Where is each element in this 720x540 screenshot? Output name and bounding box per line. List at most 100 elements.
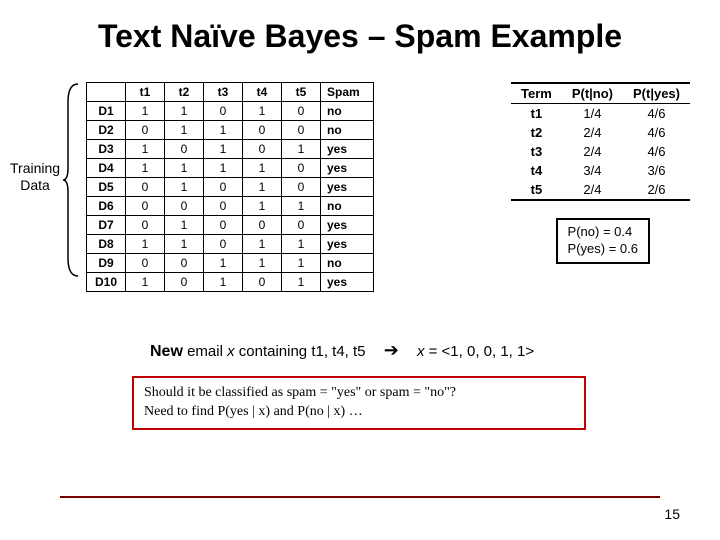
table-row: t52/42/6 [511, 180, 690, 200]
spam-cell: yes [321, 140, 374, 159]
data-cell: 0 [165, 273, 204, 292]
prob-value: 2/6 [623, 180, 690, 200]
spam-cell: yes [321, 178, 374, 197]
spam-cell: yes [321, 159, 374, 178]
data-cell: 0 [204, 235, 243, 254]
new-email-text1: email [183, 343, 227, 360]
table-row: t43/43/6 [511, 161, 690, 180]
data-cell: 0 [282, 102, 321, 121]
training-data-table: t1t2t3t4t5SpamD111010noD201100noD310101y… [86, 82, 374, 292]
prob-value: 2/4 [562, 123, 623, 142]
table-row: D811011yes [87, 235, 374, 254]
data-cell: 0 [282, 159, 321, 178]
prob-term: t3 [511, 142, 562, 161]
row-header: D9 [87, 254, 126, 273]
row-header: D4 [87, 159, 126, 178]
data-table-header: t4 [243, 83, 282, 102]
data-cell: 0 [243, 121, 282, 140]
data-cell: 1 [282, 254, 321, 273]
spam-cell: no [321, 121, 374, 140]
data-cell: 0 [204, 216, 243, 235]
data-cell: 1 [204, 121, 243, 140]
data-cell: 1 [165, 102, 204, 121]
page-number: 15 [664, 506, 680, 522]
data-cell: 1 [126, 102, 165, 121]
row-header: D2 [87, 121, 126, 140]
table-row: D201100no [87, 121, 374, 140]
data-cell: 0 [126, 216, 165, 235]
data-cell: 1 [126, 140, 165, 159]
training-label-line2: Data [20, 177, 50, 193]
table-row: D1010101yes [87, 273, 374, 292]
data-cell: 0 [243, 273, 282, 292]
prob-value: 4/6 [623, 123, 690, 142]
data-cell: 1 [282, 140, 321, 159]
prob-value: 4/6 [623, 142, 690, 161]
row-header: D6 [87, 197, 126, 216]
prior-yes: P(yes) = 0.6 [568, 241, 638, 258]
footer-rule [60, 496, 660, 498]
conditional-prob-table: TermP(t|no)P(t|yes)t11/44/6t22/44/6t32/4… [511, 82, 690, 201]
table-row: D411110yes [87, 159, 374, 178]
prob-value: 2/4 [562, 142, 623, 161]
prob-value: 1/4 [562, 104, 623, 124]
row-header: D5 [87, 178, 126, 197]
data-cell: 1 [165, 216, 204, 235]
data-cell: 1 [282, 197, 321, 216]
data-table-header: t5 [282, 83, 321, 102]
data-cell: 1 [165, 121, 204, 140]
row-header: D1 [87, 102, 126, 121]
data-cell: 1 [243, 178, 282, 197]
data-cell: 1 [243, 102, 282, 121]
data-cell: 1 [282, 273, 321, 292]
data-cell: 1 [126, 273, 165, 292]
prob-term: t2 [511, 123, 562, 142]
spam-cell: yes [321, 216, 374, 235]
data-cell: 1 [243, 235, 282, 254]
table-row: t32/44/6 [511, 142, 690, 161]
table-row: D701000yes [87, 216, 374, 235]
data-cell: 1 [165, 159, 204, 178]
question-line1: Should it be classified as spam = "yes" … [144, 384, 574, 403]
data-cell: 1 [282, 235, 321, 254]
data-cell: 1 [243, 159, 282, 178]
data-table-header: t3 [204, 83, 243, 102]
data-cell: 0 [126, 121, 165, 140]
data-table-header-spam: Spam [321, 83, 374, 102]
spam-cell: yes [321, 235, 374, 254]
prob-term: t4 [511, 161, 562, 180]
data-cell: 1 [165, 235, 204, 254]
data-cell: 1 [204, 140, 243, 159]
priors-box: P(no) = 0.4 P(yes) = 0.6 [556, 218, 650, 264]
data-cell: 0 [243, 216, 282, 235]
curly-brace-icon [62, 82, 80, 278]
row-header: D8 [87, 235, 126, 254]
row-header: D3 [87, 140, 126, 159]
data-cell: 0 [165, 140, 204, 159]
new-email-x1: x [227, 343, 235, 360]
data-cell: 1 [204, 159, 243, 178]
prob-value: 4/6 [623, 104, 690, 124]
row-header: D7 [87, 216, 126, 235]
table-row: D501010yes [87, 178, 374, 197]
prob-value: 2/4 [562, 180, 623, 200]
table-row: t11/44/6 [511, 104, 690, 124]
data-cell: 1 [126, 159, 165, 178]
slide-title: Text Naïve Bayes – Spam Example [0, 18, 720, 55]
table-row: D600011no [87, 197, 374, 216]
data-cell: 1 [165, 178, 204, 197]
data-table-header: t1 [126, 83, 165, 102]
data-cell: 0 [126, 254, 165, 273]
data-table-header: t2 [165, 83, 204, 102]
new-email-new-word: New [150, 343, 183, 360]
data-cell: 0 [282, 178, 321, 197]
data-cell: 1 [243, 254, 282, 273]
table-row: D111010no [87, 102, 374, 121]
prob-table-header: Term [511, 83, 562, 104]
data-cell: 0 [165, 197, 204, 216]
spam-cell: no [321, 254, 374, 273]
question-line2: Need to find P(yes | x) and P(no | x) … [144, 403, 574, 422]
prob-value: 3/6 [623, 161, 690, 180]
table-row: D900111no [87, 254, 374, 273]
table-row: t22/44/6 [511, 123, 690, 142]
